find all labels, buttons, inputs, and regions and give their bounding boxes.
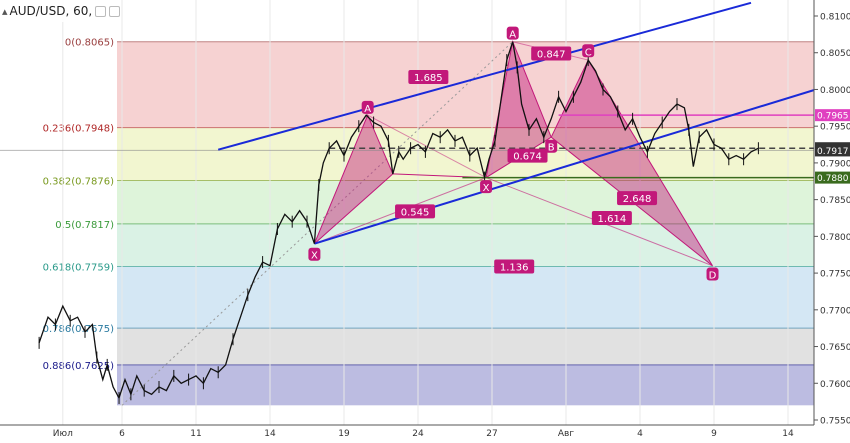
- fib-level-label: 0.786(0.7675): [43, 324, 115, 335]
- price-tag-label: 0.7965: [817, 112, 849, 122]
- point-label-box: [582, 44, 595, 58]
- price-tag-box: [815, 109, 850, 122]
- point-label: X: [311, 251, 318, 262]
- symbol-label: AUD/USD, 60,: [9, 4, 93, 18]
- y-tick-label: 0.7650: [820, 343, 850, 353]
- point-label: B: [548, 143, 555, 154]
- point-label-box: [361, 100, 374, 114]
- point-label: A: [364, 104, 371, 115]
- fib-level-label: 0.236(0.7948): [43, 124, 115, 135]
- point-label-box: [506, 26, 519, 40]
- ratio-label: 1.614: [598, 214, 627, 225]
- y-tick-label: 0.7700: [820, 306, 850, 316]
- y-tick-label: 0.7950: [820, 123, 850, 133]
- symbol-legend: ▴ AUD/USD, 60,: [0, 0, 121, 22]
- y-tick-label: 0.7900: [820, 159, 850, 169]
- ratio-label-box: [617, 191, 658, 206]
- price-tag-label: 0.7880: [817, 174, 849, 184]
- fib-band: [117, 328, 814, 365]
- fib-level-label: 0(0.8065): [65, 38, 114, 49]
- x-tick-label: 11: [190, 429, 201, 439]
- price-tag-label: 0.7917: [817, 147, 849, 157]
- ratio-label-box: [507, 148, 548, 163]
- y-tick-label: 0.8000: [820, 86, 850, 96]
- fib-band: [117, 127, 814, 181]
- ratio-label-box: [591, 211, 632, 225]
- x-tick-label: 24: [412, 429, 424, 439]
- ratio-label: 0.847: [537, 49, 566, 60]
- ratio-label: 2.648: [623, 194, 652, 205]
- y-tick-label: 0.7850: [820, 196, 850, 206]
- fib-band: [117, 41, 814, 128]
- x-axis-panel: [0, 425, 850, 439]
- y-axis-panel: [814, 0, 850, 439]
- fib-level-label: 0.382(0.7876): [43, 177, 115, 188]
- x-tick-label: 6: [119, 429, 125, 439]
- close-icon[interactable]: [109, 5, 121, 17]
- x-tick-label: Июл: [53, 429, 73, 439]
- fib-band: [117, 266, 814, 329]
- point-label-box: [545, 139, 558, 153]
- settings-icon[interactable]: [95, 5, 107, 17]
- ratio-label: 1.685: [414, 73, 443, 84]
- ratio-label: 0.674: [513, 152, 542, 163]
- x-tick-label: 14: [782, 429, 794, 439]
- ratio-label-box: [531, 46, 572, 61]
- point-label-box: [706, 267, 719, 281]
- y-tick-label: 0.7550: [820, 417, 850, 427]
- ratio-label: 1.136: [500, 262, 529, 273]
- y-tick-label: 0.7600: [820, 380, 850, 390]
- fib-level-label: 0.618(0.7759): [43, 262, 115, 273]
- fib-level-label: 0.886(0.7625): [43, 361, 115, 372]
- y-tick-label: 0.7750: [820, 270, 850, 280]
- channel-line: [217, 1, 752, 151]
- ratio-label: 0.545: [401, 207, 430, 218]
- point-label: C: [585, 47, 592, 58]
- x-tick-label: 27: [486, 429, 497, 439]
- ratio-label-box: [494, 259, 535, 274]
- ratio-label-box: [408, 69, 449, 84]
- chevron-up-icon[interactable]: ▴: [2, 4, 8, 18]
- ratio-label-box: [395, 204, 436, 219]
- y-tick-label: 0.8050: [820, 49, 850, 59]
- point-label: A: [509, 30, 516, 41]
- price-tag-box: [815, 144, 850, 157]
- y-tick-label: 0.8100: [820, 13, 850, 23]
- point-label: X: [483, 183, 490, 194]
- x-tick-label: 14: [264, 429, 276, 439]
- point-label-box: [308, 247, 321, 261]
- pattern-ac-line: [367, 114, 487, 179]
- fib-level-label: 0.5(0.7817): [55, 220, 114, 231]
- y-tick-label: 0.7800: [820, 233, 850, 243]
- x-tick-label: 9: [711, 429, 717, 439]
- point-label: D: [709, 271, 717, 282]
- fib-band: [117, 364, 814, 406]
- x-tick-label: Авг: [558, 429, 574, 439]
- dotted-trend-line: [121, 41, 514, 406]
- x-tick-label: 19: [338, 429, 350, 439]
- point-label-box: [480, 180, 493, 194]
- fib-band: [117, 180, 814, 224]
- x-tick-label: 4: [637, 429, 643, 439]
- fib-band: [117, 223, 814, 267]
- price-tag-box: [815, 171, 850, 184]
- pattern-triangle-xab: [313, 113, 394, 245]
